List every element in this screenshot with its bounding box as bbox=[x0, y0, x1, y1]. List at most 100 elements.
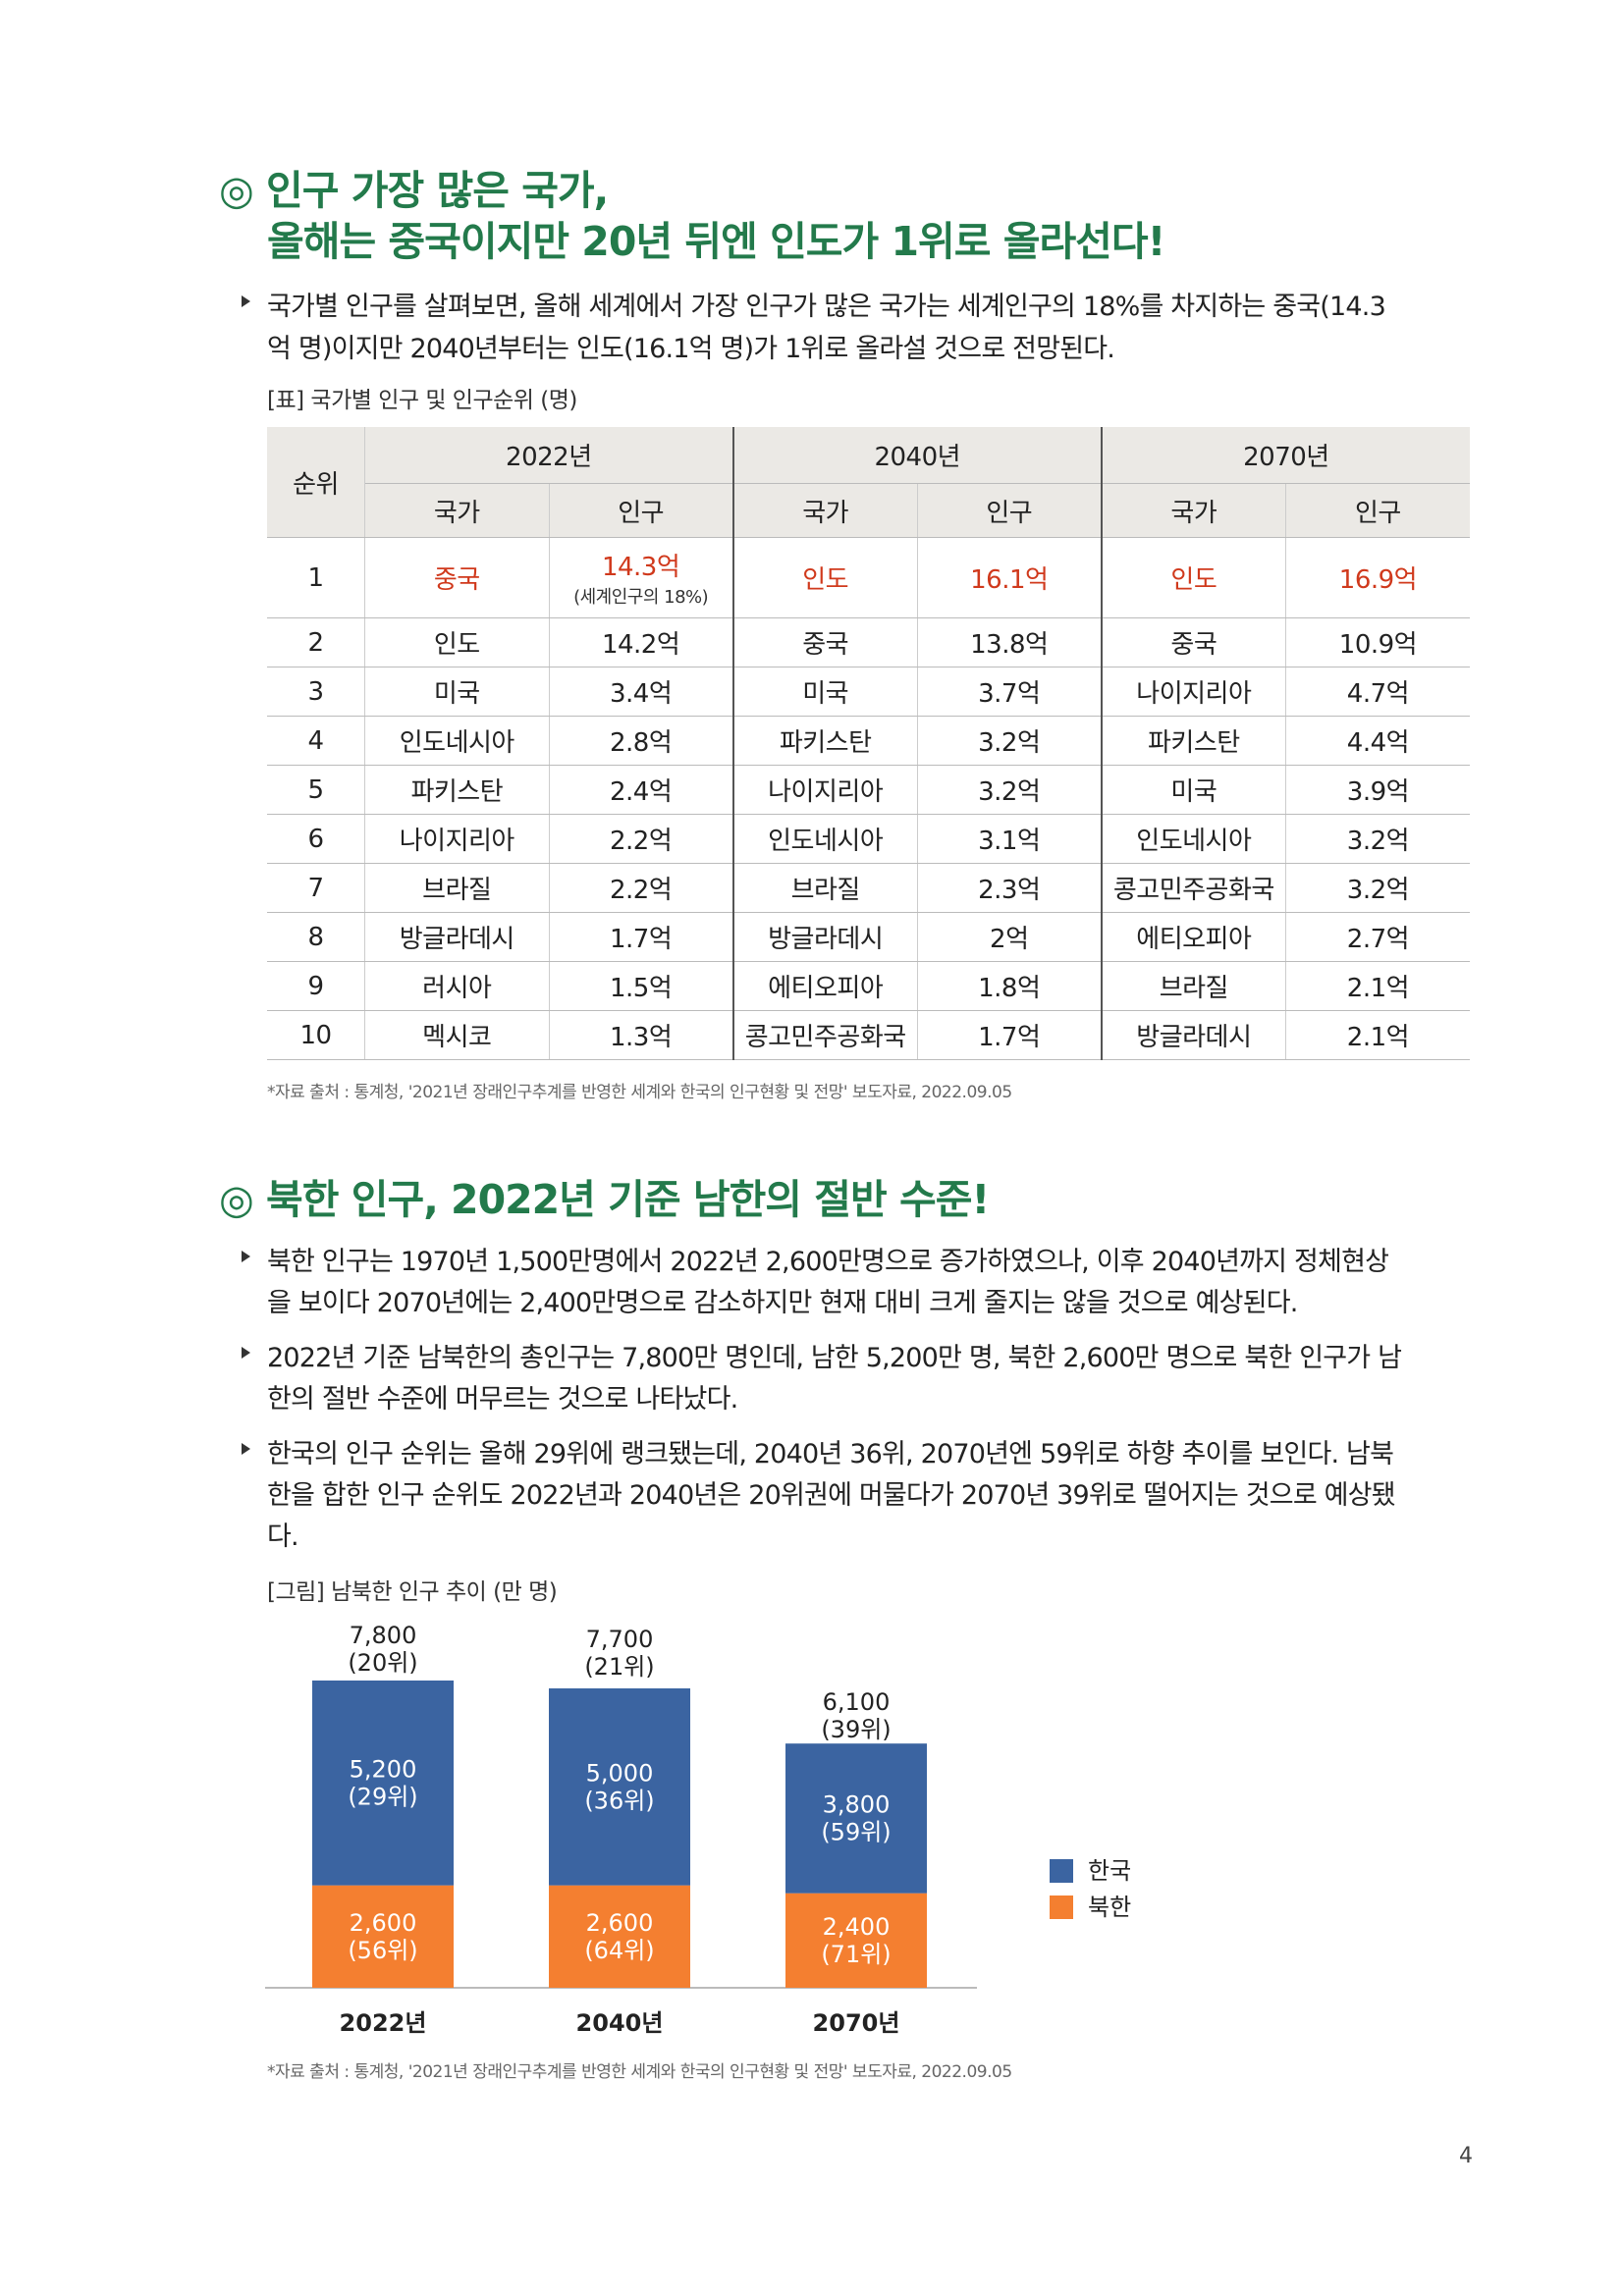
table-cell: 6 bbox=[267, 814, 365, 864]
table-cell: 16.9억 bbox=[1285, 537, 1470, 618]
table-cell: 3.2억 bbox=[1285, 814, 1470, 864]
paragraph-line: 을 보이다 2070년에는 2,400만명으로 감소하지만 현재 대비 크게 줄… bbox=[267, 1288, 1298, 1318]
segment-label: 2,600 bbox=[586, 1909, 654, 1937]
bar-segment bbox=[785, 1893, 927, 1988]
table-cell: 방글라데시 bbox=[732, 912, 918, 962]
paragraph-line: 한의 절반 수준에 머무르는 것으로 나타났다. bbox=[267, 1384, 738, 1415]
table-cell: 10 bbox=[267, 1010, 365, 1060]
chart: 2,600(56위)5,200(29위)7,800(20위)2022년2,600… bbox=[265, 1622, 1131, 2037]
table-cell: 2 bbox=[267, 617, 365, 667]
segment-rank: (71위) bbox=[821, 1941, 891, 1968]
header-cell: 2070년 bbox=[1101, 427, 1470, 484]
header-cell: 인구 bbox=[917, 483, 1103, 538]
table-cell: 인도 bbox=[732, 537, 918, 618]
bullet-marker bbox=[242, 1347, 250, 1359]
segment-rank: (56위) bbox=[348, 1937, 417, 1964]
table-cell: 3.9억 bbox=[1285, 765, 1470, 815]
table-row: 7 브라질 2.2억 브라질 2.3억 콩고민주공화국 3.2억 bbox=[267, 863, 1470, 913]
table-row: 3 미국 3.4억 미국 3.7억 나이지리아 4.7억 bbox=[267, 667, 1470, 717]
paragraph-line: 억 명)이지만 2040년부터는 인도(16.1억 명)가 1위로 올라설 것으… bbox=[267, 334, 1115, 364]
table-cell: 14.2억 bbox=[549, 617, 734, 667]
table-cell: 나이지리아 bbox=[732, 765, 918, 815]
paragraph-line: 2022년 기준 남북한의 총인구는 7,800만 명인데, 남한 5,200만… bbox=[267, 1343, 1402, 1373]
source-note: *자료 출처 : 통계청, '2021년 장래인구추계를 반영한 세계와 한국의… bbox=[267, 1083, 1012, 1102]
table-cell: 인도네시아 bbox=[364, 716, 550, 766]
table-cell: 인도 bbox=[364, 617, 550, 667]
total-label: 7,800 bbox=[350, 1622, 417, 1649]
table-cell: 파키스탄 bbox=[1101, 716, 1286, 766]
table: 순위 2022년 2040년 2070년 국가 인구 국가 인구 국가 인구 1 중국 14.3억 (세계… bbox=[267, 427, 1470, 1060]
table-cell: 에티오피아 bbox=[1101, 912, 1286, 962]
legend-label: 북한 bbox=[1088, 1894, 1131, 1921]
table-cell: 8 bbox=[267, 912, 365, 962]
table-cell: 4.7억 bbox=[1285, 667, 1470, 717]
table-cell: 13.8억 bbox=[917, 617, 1103, 667]
table-cell: 콩고민주공화국 bbox=[732, 1010, 918, 1060]
table-cell: 2.1억 bbox=[1285, 961, 1470, 1011]
segment-rank: (29위) bbox=[348, 1783, 417, 1810]
table-cell: 중국 bbox=[364, 537, 550, 618]
table-row: 4 인도네시아 2.8억 파키스탄 3.2억 파키스탄 4.4억 bbox=[267, 716, 1470, 766]
segment-rank: (59위) bbox=[821, 1818, 891, 1845]
bar-segment bbox=[549, 1885, 690, 1988]
table-cell: 파키스탄 bbox=[732, 716, 918, 766]
table-cell: 3.2억 bbox=[917, 765, 1103, 815]
bullet-marker bbox=[242, 295, 250, 307]
paragraph-line: 다. bbox=[267, 1522, 299, 1552]
table-cell: 1 bbox=[267, 537, 365, 618]
table-cell: 나이지리아 bbox=[1101, 667, 1286, 717]
table-cell: 2.2억 bbox=[549, 814, 734, 864]
table-row: 6 나이지리아 2.2억 인도네시아 3.1억 인도네시아 3.2억 bbox=[267, 814, 1470, 864]
segment-label: 5,000 bbox=[586, 1759, 654, 1787]
segment-rank: (36위) bbox=[584, 1787, 654, 1814]
table-cell: 9 bbox=[267, 961, 365, 1011]
table-cell: 브라질 bbox=[364, 863, 550, 913]
bar-segment bbox=[312, 1680, 454, 1886]
table-cell: 3.7억 bbox=[917, 667, 1103, 717]
segment-label: 2,600 bbox=[350, 1909, 417, 1937]
header-cell: 인구 bbox=[549, 483, 734, 538]
table-cell: 3 bbox=[267, 667, 365, 717]
bar-segment bbox=[312, 1885, 454, 1988]
table-cell: 러시아 bbox=[364, 961, 550, 1011]
table-cell: 인도네시아 bbox=[1101, 814, 1286, 864]
table-cell: 3.2억 bbox=[1285, 863, 1470, 913]
total-rank: (21위) bbox=[584, 1653, 654, 1681]
page-number: 4 bbox=[1459, 2144, 1473, 2168]
header-cell: 인구 bbox=[1285, 483, 1470, 538]
table-row: 5 파키스탄 2.4억 나이지리아 3.2억 미국 3.9억 bbox=[267, 765, 1470, 815]
paragraph-line: 국가별 인구를 살펴보면, 올해 세계에서 가장 인구가 많은 국가는 세계인구… bbox=[267, 292, 1386, 322]
table-cell: 방글라데시 bbox=[1101, 1010, 1286, 1060]
table-cell: 중국 bbox=[1101, 617, 1286, 667]
header-cell: 국가 bbox=[732, 483, 918, 538]
table-cell: 중국 bbox=[732, 617, 918, 667]
table-cell: 7 bbox=[267, 863, 365, 913]
table-cell: 2.3억 bbox=[917, 863, 1103, 913]
table-row: 2 인도 14.2억 중국 13.8억 중국 10.9억 bbox=[267, 617, 1470, 667]
table-cell: 4 bbox=[267, 716, 365, 766]
cell-note: (세계인구의 18%) bbox=[573, 587, 709, 608]
total-rank: (20위) bbox=[348, 1649, 417, 1677]
table-cell: 1.7억 bbox=[917, 1010, 1103, 1060]
table-cell: 3.1억 bbox=[917, 814, 1103, 864]
table-cell: 4.4억 bbox=[1285, 716, 1470, 766]
header-cell: 2040년 bbox=[732, 427, 1103, 484]
table-row: 9 러시아 1.5억 에티오피아 1.8억 브라질 2.1억 bbox=[267, 961, 1470, 1011]
table-cell: 3.2억 bbox=[917, 716, 1103, 766]
bullet-marker bbox=[242, 1251, 250, 1262]
table-cell: 14.3억 (세계인구의 18%) bbox=[549, 537, 734, 618]
table-row: 10 멕시코 1.3억 콩고민주공화국 1.7억 방글라데시 2.1억 bbox=[267, 1010, 1470, 1060]
total-label: 7,700 bbox=[586, 1626, 654, 1653]
segment-rank: (64위) bbox=[584, 1937, 654, 1964]
x-tick-label: 2022년 bbox=[340, 2009, 427, 2037]
source-note: *자료 출처 : 통계청, '2021년 장래인구추계를 반영한 세계와 한국의… bbox=[267, 2062, 1012, 2082]
header-cell: 국가 bbox=[364, 483, 550, 538]
table-cell: 1.7억 bbox=[549, 912, 734, 962]
header-cell: 2022년 bbox=[364, 427, 734, 484]
bullet-marker bbox=[242, 1443, 250, 1455]
table-cell: 2.4억 bbox=[549, 765, 734, 815]
table-cell: 인도 bbox=[1101, 537, 1286, 618]
paragraph-line: 한을 합한 인구 순위도 2022년과 2040년은 20위권에 머물다가 20… bbox=[267, 1480, 1396, 1511]
segment-label: 3,800 bbox=[823, 1790, 891, 1818]
header-cell: 순위 bbox=[267, 427, 365, 538]
